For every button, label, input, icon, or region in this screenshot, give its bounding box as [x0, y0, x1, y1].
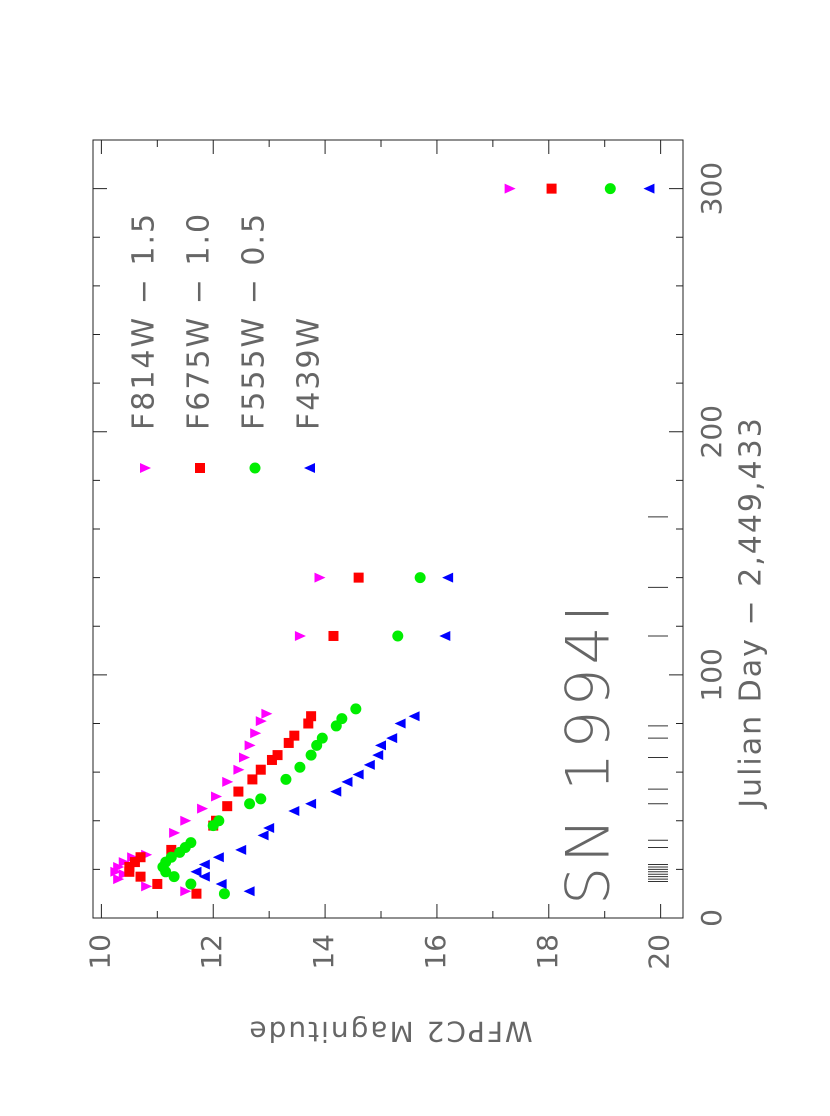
y-tick-label: 10 [83, 934, 116, 970]
point [305, 798, 317, 809]
point [336, 713, 348, 725]
point [330, 786, 342, 797]
point [168, 871, 180, 883]
point [352, 769, 364, 780]
point [141, 881, 153, 892]
point [314, 572, 326, 583]
point [233, 764, 245, 775]
point [180, 815, 192, 826]
point [439, 630, 451, 641]
point [152, 878, 163, 889]
point [135, 852, 146, 863]
point [238, 752, 250, 763]
point [372, 750, 384, 761]
point [213, 815, 225, 827]
point [386, 733, 398, 744]
point [169, 827, 181, 838]
point [263, 823, 275, 834]
point [643, 183, 655, 194]
y-tick-label: 16 [419, 934, 452, 970]
point [198, 871, 210, 882]
point [118, 857, 130, 868]
point [185, 878, 197, 890]
legend-marker [249, 462, 261, 474]
point [280, 773, 292, 785]
y-tick-label: 20 [643, 934, 676, 970]
point [118, 869, 130, 880]
point [294, 761, 306, 773]
point [113, 861, 125, 872]
y-axis-title: WFPC2 Magnitude [247, 1015, 532, 1048]
point [408, 711, 420, 722]
point [353, 572, 364, 583]
point [244, 798, 256, 810]
point [328, 630, 339, 641]
point [341, 776, 353, 787]
x-axis-title: Julian Day − 2,449,433 [734, 416, 769, 810]
rotated-plot: Julian Day − 2,449,433 WFPC2 Magnitude S… [83, 139, 769, 1048]
y-tick-label: 18 [531, 934, 564, 970]
point [255, 716, 267, 727]
point [305, 749, 317, 761]
point [257, 830, 269, 841]
point [375, 740, 387, 751]
point [215, 878, 227, 889]
point [394, 718, 406, 729]
point [316, 732, 328, 744]
point [233, 786, 244, 797]
point [288, 806, 300, 817]
point [247, 774, 258, 785]
y-tick-label: 14 [307, 934, 340, 970]
point [363, 759, 375, 770]
point [212, 852, 224, 863]
point [546, 183, 557, 194]
point [392, 630, 404, 642]
point [165, 851, 177, 863]
point [504, 183, 516, 194]
point [243, 886, 255, 897]
point [197, 803, 209, 814]
point [604, 183, 616, 195]
point [190, 866, 202, 877]
x-tick-label: 100 [695, 648, 728, 701]
point [294, 630, 306, 641]
point [255, 764, 266, 775]
point [250, 728, 262, 739]
point [110, 866, 122, 877]
y-tick-label: 12 [195, 934, 228, 970]
point [113, 874, 125, 885]
point [211, 791, 223, 802]
legend-label: F439W [292, 316, 327, 430]
legend-label: F814W − 1.5 [127, 212, 162, 430]
point [185, 837, 197, 849]
x-tick-label: 0 [695, 909, 728, 927]
point [272, 750, 283, 761]
x-tick-label: 300 [695, 162, 728, 215]
point [235, 844, 247, 855]
x-tick-label: 200 [695, 405, 728, 458]
point [289, 730, 300, 741]
point [198, 859, 210, 870]
point [191, 888, 202, 899]
point [244, 740, 256, 751]
point [442, 572, 454, 583]
legend-marker [140, 463, 151, 473]
point [306, 711, 317, 722]
point [261, 708, 273, 719]
point [135, 871, 146, 882]
legend-label: F555W − 0.5 [237, 212, 272, 430]
legend-label: F675W − 1.0 [182, 212, 217, 430]
legend-marker [304, 463, 315, 473]
point [350, 703, 362, 715]
point [414, 572, 426, 584]
point [218, 888, 230, 900]
point [222, 801, 233, 812]
legend-marker [195, 463, 205, 473]
point [180, 886, 192, 897]
point [255, 793, 267, 805]
point [222, 776, 234, 787]
annotation: SN 1994I [554, 601, 624, 905]
